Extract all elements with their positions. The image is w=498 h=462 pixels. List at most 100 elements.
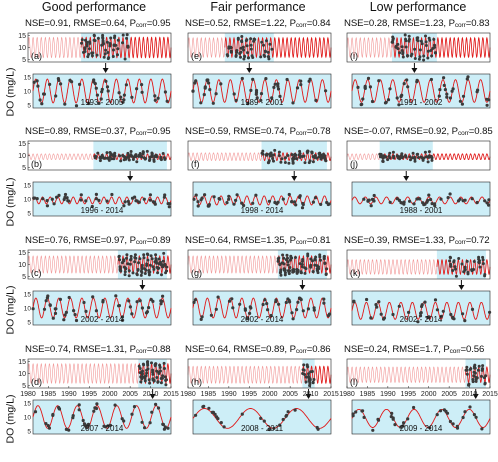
observation-point bbox=[476, 368, 480, 372]
panel-frame bbox=[346, 249, 491, 280]
inset-observation-point bbox=[95, 93, 99, 97]
inset-observation-point bbox=[299, 83, 303, 87]
inset-observation-point bbox=[135, 300, 139, 304]
inset-observation-point bbox=[428, 426, 432, 430]
inset-observation-point bbox=[130, 312, 134, 316]
observation-point bbox=[394, 44, 398, 48]
observation-point bbox=[227, 45, 231, 49]
observation-point bbox=[396, 156, 400, 160]
inset-observation-point bbox=[199, 317, 203, 321]
inset-observation-point bbox=[81, 418, 85, 423]
inset-observation-point bbox=[153, 98, 157, 102]
inset-observation-point bbox=[71, 416, 75, 420]
observation-point bbox=[387, 154, 391, 158]
observation-point bbox=[126, 262, 130, 266]
inset-period-label: 1996 - 2014 bbox=[81, 206, 124, 215]
observation-point bbox=[135, 160, 139, 164]
observation-point bbox=[427, 155, 431, 159]
inset-observation-point bbox=[42, 92, 47, 96]
observation-point bbox=[253, 38, 257, 41]
panel-label: (l) bbox=[350, 377, 358, 387]
main-panel-k: (k) bbox=[346, 249, 491, 290]
inset-observation-point bbox=[122, 204, 126, 208]
inset-observation-point bbox=[121, 100, 125, 104]
inset-observation-point bbox=[90, 204, 94, 209]
observation-point bbox=[288, 258, 292, 262]
y-tick-label: 15 bbox=[18, 33, 26, 40]
zoom-arrow-head bbox=[246, 68, 253, 73]
observation-point bbox=[150, 361, 153, 365]
inset-observation-point bbox=[148, 198, 152, 202]
inset-observation-point bbox=[97, 198, 101, 202]
inset-observation-point bbox=[108, 423, 112, 427]
observation-point bbox=[300, 265, 304, 269]
inset-observation-point bbox=[92, 80, 96, 84]
inset-observation-point bbox=[55, 195, 59, 199]
stat-pcorr-value: =0.95 bbox=[146, 126, 171, 137]
observation-point bbox=[265, 153, 268, 157]
stat-pcorr-prefix: P bbox=[289, 344, 296, 355]
inset-y-tick-label: 10 bbox=[24, 89, 32, 96]
observation-point bbox=[164, 383, 168, 387]
observation-point bbox=[466, 270, 470, 274]
observation-point bbox=[156, 271, 160, 275]
inset-y-tick-label: 5 bbox=[27, 211, 31, 218]
observation-point bbox=[273, 148, 277, 152]
panel-frame bbox=[187, 358, 332, 389]
inset-observation-point bbox=[362, 197, 366, 201]
observation-point bbox=[283, 271, 287, 275]
observation-point bbox=[463, 265, 467, 269]
stat-pcorr-sub: corr bbox=[457, 130, 469, 137]
inset-panel-e: 1989 - 2001 bbox=[191, 73, 332, 109]
inset-observation-point bbox=[165, 99, 169, 103]
observation-point bbox=[159, 381, 163, 385]
observation-point bbox=[116, 38, 120, 42]
observation-point bbox=[148, 381, 152, 385]
inset-observation-point bbox=[148, 193, 152, 197]
inset-observation-point bbox=[417, 197, 421, 201]
inset-observation-point bbox=[126, 199, 130, 203]
inset-observation-point bbox=[234, 198, 238, 202]
stat-rmse: RMSE=1.35, bbox=[233, 235, 290, 246]
main-panel-e: (e) bbox=[187, 32, 332, 73]
observation-point bbox=[400, 154, 403, 158]
inset-observation-point bbox=[395, 96, 399, 100]
observation-point bbox=[137, 364, 141, 368]
zoom-arrow-head bbox=[291, 176, 298, 181]
observation-point bbox=[403, 33, 407, 37]
observation-point bbox=[388, 151, 392, 155]
inset-observation-point bbox=[439, 314, 443, 318]
observation-point bbox=[249, 47, 253, 51]
observation-point bbox=[123, 57, 127, 61]
inset-observation-point bbox=[451, 422, 455, 426]
inset-observation-point bbox=[287, 192, 291, 197]
inset-observation-point bbox=[285, 77, 289, 82]
inset-observation-point bbox=[207, 406, 211, 410]
inset-observation-point bbox=[379, 312, 383, 316]
x-tick-label: 1980 bbox=[339, 391, 355, 398]
stat-nse: NSE=0.64, bbox=[185, 235, 234, 246]
inset-observation-point bbox=[433, 204, 437, 208]
observation-point bbox=[151, 370, 155, 374]
observation-point bbox=[146, 360, 150, 364]
x-tick-label: 1995 bbox=[241, 391, 257, 398]
inset-observation-point bbox=[122, 419, 126, 423]
observation-point bbox=[151, 372, 155, 376]
panel-frame bbox=[346, 140, 491, 171]
observation-point bbox=[294, 256, 297, 259]
observation-point bbox=[423, 150, 427, 154]
inset-observation-point bbox=[419, 311, 423, 315]
observation-point bbox=[113, 34, 117, 38]
inset-observation-point bbox=[255, 96, 259, 100]
observation-point bbox=[281, 253, 285, 257]
stat-pcorr-sub: corr bbox=[295, 130, 307, 137]
inset-frame bbox=[351, 290, 491, 326]
inset-observation-point bbox=[95, 402, 99, 406]
inset-observation-point bbox=[262, 419, 266, 423]
inset-observation-point bbox=[84, 199, 88, 203]
inset-observation-point bbox=[365, 297, 369, 302]
stat-pcorr-value: =0.83 bbox=[465, 18, 490, 29]
observation-point bbox=[164, 378, 168, 382]
observation-point bbox=[152, 267, 156, 271]
inset-observation-point bbox=[114, 294, 118, 298]
